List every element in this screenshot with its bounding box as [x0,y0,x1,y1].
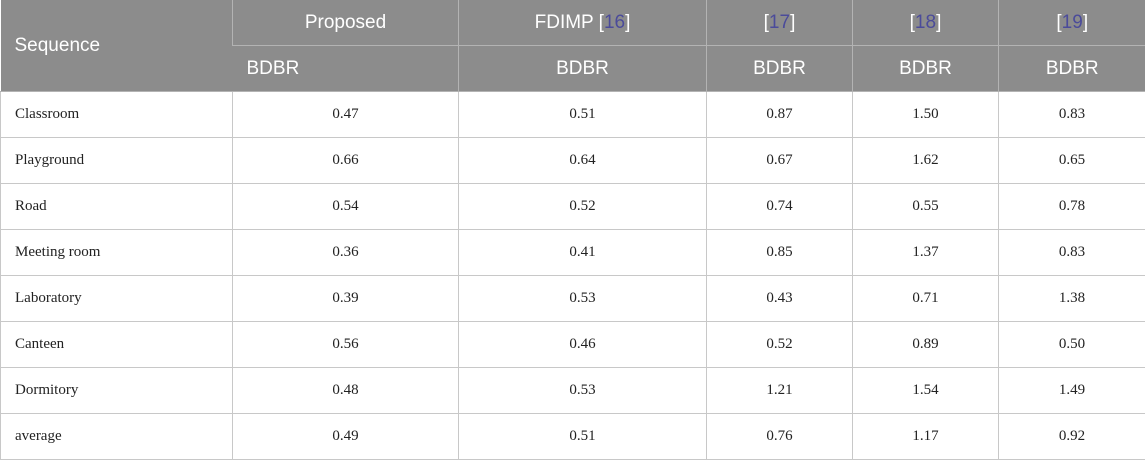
header-method-ref19: [19] [999,0,1145,46]
table-cell: 0.54 [233,184,459,230]
table-cell: 0.53 [459,276,707,322]
row-label: Dormitory [1,368,233,414]
table-header: Sequence Proposed FDIMP [16] [17] [18] [… [1,0,1145,92]
table-cell: 1.37 [853,230,999,276]
row-label: Canteen [1,322,233,368]
table-cell: 0.89 [853,322,999,368]
table-cell: 0.83 [999,230,1145,276]
header-metric: BDBR [999,46,1145,92]
table-cell: 0.92 [999,414,1145,460]
table-cell: 0.53 [459,368,707,414]
header-metric: BDBR [233,46,459,92]
table-cell: 0.66 [233,138,459,184]
table-row: Dormitory 0.48 0.53 1.21 1.54 1.49 [1,368,1145,414]
header-method-ref17: [17] [707,0,853,46]
table-cell: 1.17 [853,414,999,460]
citation-link[interactable]: 18 [915,12,936,33]
table-cell: 0.51 [459,414,707,460]
table-cell: 0.41 [459,230,707,276]
table-cell: 0.76 [707,414,853,460]
table-cell: 0.51 [459,92,707,138]
table-cell: 0.52 [459,184,707,230]
table-cell: 0.36 [233,230,459,276]
table-cell: 1.49 [999,368,1145,414]
table-cell: 0.78 [999,184,1145,230]
table-cell: 0.64 [459,138,707,184]
header-sequence: Sequence [1,0,233,92]
table-cell: 0.55 [853,184,999,230]
table-body: Classroom 0.47 0.51 0.87 1.50 0.83 Playg… [1,92,1145,460]
row-label: average [1,414,233,460]
table-cell: 0.87 [707,92,853,138]
row-label: Playground [1,138,233,184]
method-name: FDIMP [535,12,599,33]
header-metric: BDBR [707,46,853,92]
table-cell: 0.39 [233,276,459,322]
table-cell: 0.56 [233,322,459,368]
table-cell: 0.47 [233,92,459,138]
table-cell: 0.83 [999,92,1145,138]
header-method-ref18: [18] [853,0,999,46]
table-cell: 0.67 [707,138,853,184]
table-cell: 0.43 [707,276,853,322]
table-row: Canteen 0.56 0.46 0.52 0.89 0.50 [1,322,1145,368]
table-row: Road 0.54 0.52 0.74 0.55 0.78 [1,184,1145,230]
citation-link[interactable]: 17 [769,12,790,33]
header-metric: BDBR [459,46,707,92]
table-cell: 0.74 [707,184,853,230]
citation-link[interactable]: 16 [604,12,625,33]
header-method-fdimp: FDIMP [16] [459,0,707,46]
table-cell: 1.54 [853,368,999,414]
row-label: Meeting room [1,230,233,276]
table-row: Classroom 0.47 0.51 0.87 1.50 0.83 [1,92,1145,138]
table-cell: 0.65 [999,138,1145,184]
citation-link[interactable]: 19 [1062,12,1083,33]
table-row: Meeting room 0.36 0.41 0.85 1.37 0.83 [1,230,1145,276]
table-cell: 0.49 [233,414,459,460]
table-cell: 0.71 [853,276,999,322]
row-label: Laboratory [1,276,233,322]
header-method-proposed: Proposed [233,0,459,46]
table-cell: 0.48 [233,368,459,414]
table-cell: 1.21 [707,368,853,414]
table-row-average: average 0.49 0.51 0.76 1.17 0.92 [1,414,1145,460]
method-name: Proposed [305,12,386,33]
table-cell: 1.62 [853,138,999,184]
table-row: Laboratory 0.39 0.53 0.43 0.71 1.38 [1,276,1145,322]
table-cell: 0.50 [999,322,1145,368]
table-cell: 1.38 [999,276,1145,322]
table-cell: 0.46 [459,322,707,368]
table-row: Playground 0.66 0.64 0.67 1.62 0.65 [1,138,1145,184]
table-cell: 0.52 [707,322,853,368]
table-cell: 0.85 [707,230,853,276]
row-label: Road [1,184,233,230]
header-metric: BDBR [853,46,999,92]
header-row-methods: Sequence Proposed FDIMP [16] [17] [18] [… [1,0,1145,46]
table-cell: 1.50 [853,92,999,138]
row-label: Classroom [1,92,233,138]
